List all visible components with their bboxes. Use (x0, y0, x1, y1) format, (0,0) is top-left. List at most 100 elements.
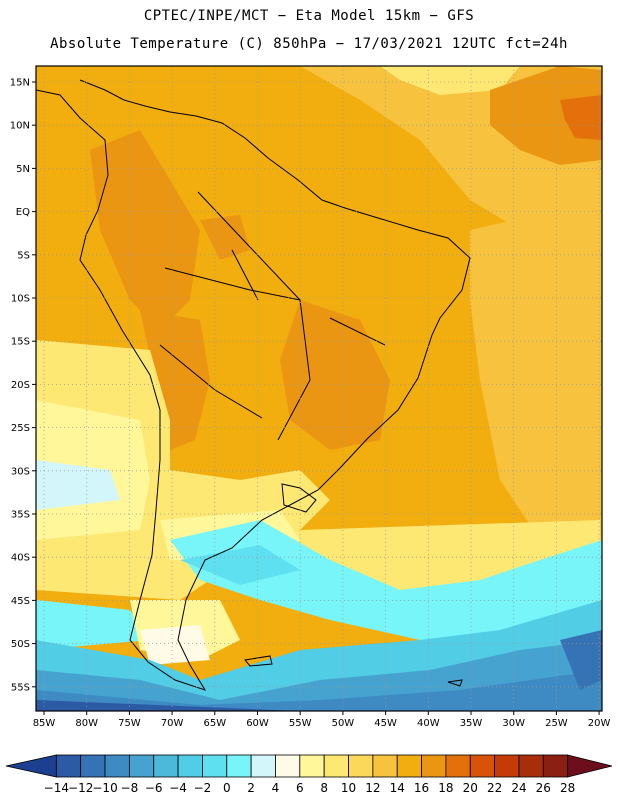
chart-subtitle: Absolute Temperature (C) 850hPa − 17/03/… (50, 36, 568, 52)
colorbar-label: 0 (223, 781, 231, 795)
lon-label: 55W (289, 718, 312, 729)
colorbar-label: 8 (320, 781, 328, 795)
lon-label: 50W (332, 718, 355, 729)
colorbar-label: 2 (247, 781, 255, 795)
lon-label: 60W (246, 718, 269, 729)
field-amazon-warm (200, 215, 250, 260)
lon-label: 85W (33, 718, 56, 729)
coast-main (36, 79, 471, 691)
falklands (244, 655, 273, 667)
lat-label: 50S (11, 639, 30, 650)
colorbar-swatch (421, 754, 447, 778)
field-patagonia-pale (140, 625, 210, 665)
field-ne-light (380, 66, 520, 95)
lat-label: 15S (11, 337, 30, 348)
field-east-band (470, 200, 602, 560)
lon-label: 35W (460, 718, 483, 729)
field-se-blue (560, 630, 602, 690)
lon-label: 65W (203, 718, 226, 729)
field-ne-hot (560, 95, 602, 140)
longitude-labels: 85W 80W 75W 70W 65W 60W 55W 50W 45W 40W 35W 30W 25W 2… (33, 711, 611, 729)
lat-label: 30S (11, 466, 30, 477)
lat-label: 45S (11, 596, 30, 607)
colorbar-label: −10 (92, 781, 117, 795)
colorbar-swatch (469, 754, 496, 778)
colorbar-label: −14 (44, 781, 69, 795)
lon-label: 30W (502, 718, 525, 729)
lat-label: EQ (16, 207, 30, 218)
lon-label: 80W (75, 718, 98, 729)
colorbar-swatch (445, 754, 471, 778)
colorbar-swatch (153, 754, 179, 778)
colorbar-swatch (299, 754, 325, 778)
colorbar-swatch (128, 754, 155, 778)
colorbar-swatch (348, 754, 374, 778)
colorbar-label: 16 (414, 781, 429, 795)
south-georgia (447, 679, 463, 687)
field-south-blue3 (36, 670, 602, 711)
map-frame (35, 65, 603, 712)
lon-label: 40W (417, 718, 440, 729)
colorbar-label: −12 (68, 781, 93, 795)
colorbar-labels: −14 −12 −10 −8 −6 −4 −2 0 2 4 6 8 10 12 14 16 18 20 22 24 26… (44, 781, 576, 795)
colorbar-label: 20 (463, 781, 478, 795)
lat-label: 10S (11, 294, 30, 305)
colorbar-swatch (104, 754, 130, 778)
colorbar-label: 14 (390, 781, 405, 795)
lat-label: 10N (10, 121, 30, 132)
colorbar-swatch (275, 754, 301, 778)
colorbar-swatch (226, 754, 252, 778)
field-andes-central (140, 310, 210, 450)
colorbar-swatch (372, 754, 398, 778)
lat-label: 25S (11, 423, 30, 434)
colorbar-label: 22 (487, 781, 502, 795)
colorbar-swatch (494, 754, 520, 778)
field-sw-pale (36, 460, 120, 510)
field-cyan-band (170, 520, 602, 640)
colorbar-swatch (396, 754, 422, 778)
colorbar-label: −4 (169, 781, 187, 795)
lat-label: 35S (11, 510, 30, 521)
temperature-field (36, 66, 602, 711)
field-sw-cyan (36, 600, 150, 650)
field-andes-north (90, 130, 200, 330)
colorbar-arrow-low (5, 754, 57, 778)
chart-title: CPTEC/INPE/MCT − Eta Model 15km − GFS (143, 8, 475, 24)
colorbar-label: 6 (296, 781, 304, 795)
field-ne-warm (490, 66, 602, 165)
colorbar-label: 4 (272, 781, 280, 795)
colorbar-label: 24 (511, 781, 526, 795)
field-brazil-warm (280, 300, 390, 450)
colorbar (5, 754, 613, 778)
uruguay-outline (281, 483, 317, 513)
lon-label: 75W (118, 718, 141, 729)
lat-label: 55S (11, 682, 30, 693)
colorbar-swatch (177, 754, 203, 778)
colorbar-label: 26 (536, 781, 551, 795)
colorbar-arrow-high (567, 754, 613, 778)
lon-label: 25W (545, 718, 568, 729)
colorbar-label: −8 (121, 781, 139, 795)
lon-label: 45W (374, 718, 397, 729)
colorbar-label: −2 (194, 781, 212, 795)
colorbar-label: 18 (438, 781, 453, 795)
lon-label: 20W (588, 718, 611, 729)
colorbar-swatch (250, 754, 276, 778)
latitude-labels: 15N 10N 5N EQ 5S 10S 15S 20S 25S 30S 35S 40S 45S 50S 5… (10, 78, 36, 693)
lat-label: 5N (16, 164, 30, 175)
colorbar-swatch (323, 754, 349, 778)
lat-label: 5S (17, 250, 30, 261)
lon-label: 70W (161, 718, 184, 729)
colorbar-label: 28 (560, 781, 575, 795)
lat-label: 20S (11, 380, 30, 391)
colorbar-swatch (55, 754, 82, 778)
colorbar-swatch (80, 754, 106, 778)
colorbar-swatch (542, 754, 569, 778)
colorbar-swatch (202, 754, 228, 778)
lat-label: 15N (10, 78, 30, 89)
field-south-blue4 (36, 700, 300, 711)
colorbar-label: 10 (341, 781, 356, 795)
lat-label: 40S (11, 553, 30, 564)
colorbar-swatch (518, 754, 544, 778)
